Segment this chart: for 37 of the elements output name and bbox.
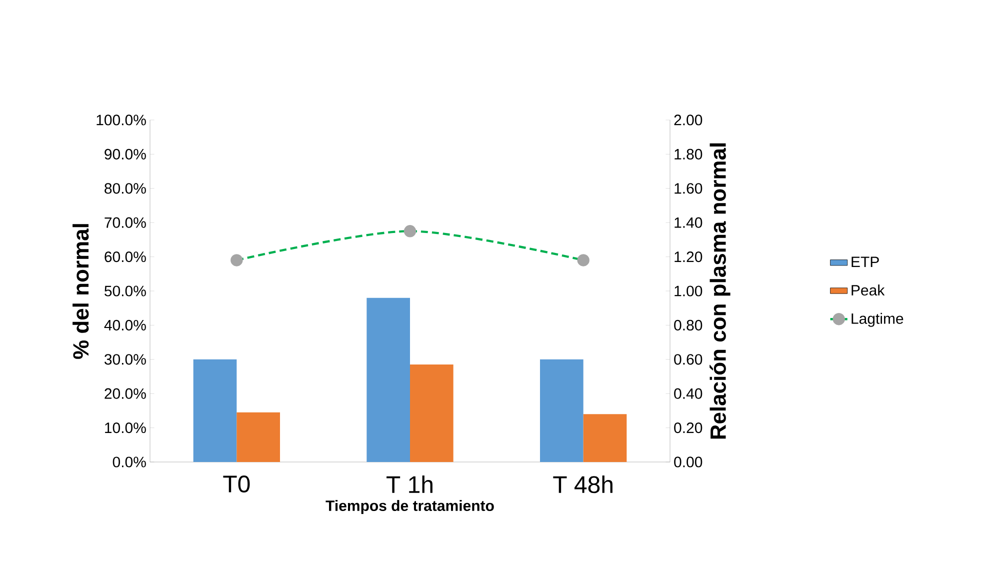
y-tick-label: 100.0% xyxy=(96,114,146,126)
y2-tick-label: 0.80 xyxy=(674,320,702,331)
y2-tick-label: 1.20 xyxy=(674,251,702,262)
y2-tick-label: 0.60 xyxy=(674,354,702,365)
bar xyxy=(366,298,410,462)
bar xyxy=(193,359,237,462)
x-tick-label: T0 xyxy=(223,476,250,493)
legend-label: Peak xyxy=(852,284,885,296)
y2-tick-label: 1.80 xyxy=(674,148,702,160)
y2-axis-title: Relación con plasma normal xyxy=(710,143,730,439)
y2-tick-label: 2.00 xyxy=(674,114,702,126)
y-tick-label: 20.0% xyxy=(104,388,146,399)
x-tick-label: T 1h xyxy=(386,476,432,493)
y2-tick-label: 0.00 xyxy=(674,456,702,468)
y2-tick-label: 0.20 xyxy=(674,422,702,434)
y-tick-label: 0.0% xyxy=(112,456,146,468)
bar xyxy=(410,364,454,462)
legend-label: Lagtime xyxy=(852,312,904,327)
bar xyxy=(236,412,280,462)
y-axis-title: % del normal xyxy=(72,224,89,359)
y-tick-label: 10.0% xyxy=(105,422,146,434)
x-axis-title: Tiempos de tratamiento xyxy=(326,500,494,514)
y-tick-label: 70.0% xyxy=(104,217,146,228)
y-tick-label: 60.0% xyxy=(104,251,146,262)
y2-tick-label: 1.60 xyxy=(674,183,702,194)
y-tick-label: 80.0% xyxy=(104,183,146,194)
y2-tick-label: 0.40 xyxy=(674,388,702,399)
x-tick-label: T 48h xyxy=(553,476,612,494)
y2-tick-label: 1.40 xyxy=(674,217,702,228)
bar xyxy=(540,359,584,462)
y2-tick-label: 1.00 xyxy=(674,286,702,296)
y-tick-label: 40.0% xyxy=(104,320,146,331)
y-tick-label: 90.0% xyxy=(104,148,146,160)
y-tick-label: 30.0% xyxy=(104,354,146,365)
legend-label: ETP xyxy=(852,256,879,268)
y-tick-label: 50.0% xyxy=(104,286,146,296)
bar xyxy=(583,414,627,462)
